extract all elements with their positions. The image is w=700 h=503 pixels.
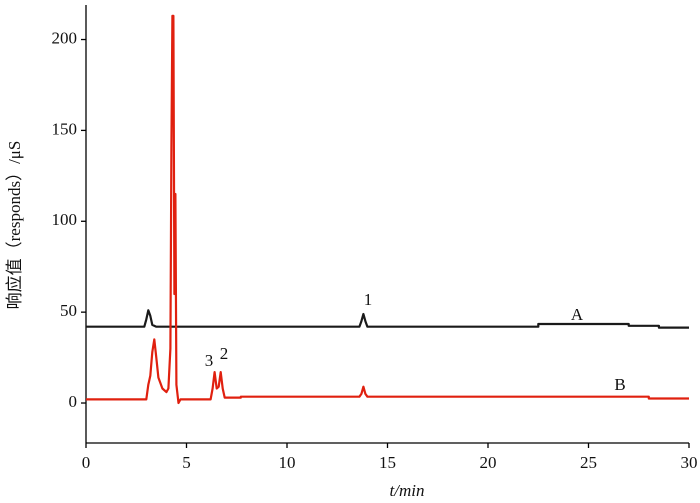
data-line (86, 14, 689, 405)
y-tick-label: 100 (52, 210, 78, 229)
x-tick-label: 5 (182, 453, 191, 472)
x-tick-label: 20 (480, 453, 497, 472)
annotation: B (614, 375, 625, 394)
y-tick-label: 50 (60, 301, 77, 320)
y-tick-label: 200 (52, 28, 78, 47)
annotation: 2 (220, 344, 229, 363)
x-tick-label: 15 (379, 453, 396, 472)
annotation: 1 (364, 290, 373, 309)
x-tick-label: 0 (82, 453, 91, 472)
y-tick-label: 0 (69, 392, 78, 411)
annotation: A (571, 305, 584, 324)
x-tick-label: 30 (681, 453, 698, 472)
x-axis-label: t/min (390, 481, 425, 500)
x-tick-label: 25 (580, 453, 597, 472)
y-tick-label: 150 (52, 119, 78, 138)
y-axis-label: 响应值（responds）/μS (5, 141, 24, 310)
data-line (86, 309, 689, 329)
annotation: 3 (205, 351, 214, 370)
x-tick-label: 10 (279, 453, 296, 472)
